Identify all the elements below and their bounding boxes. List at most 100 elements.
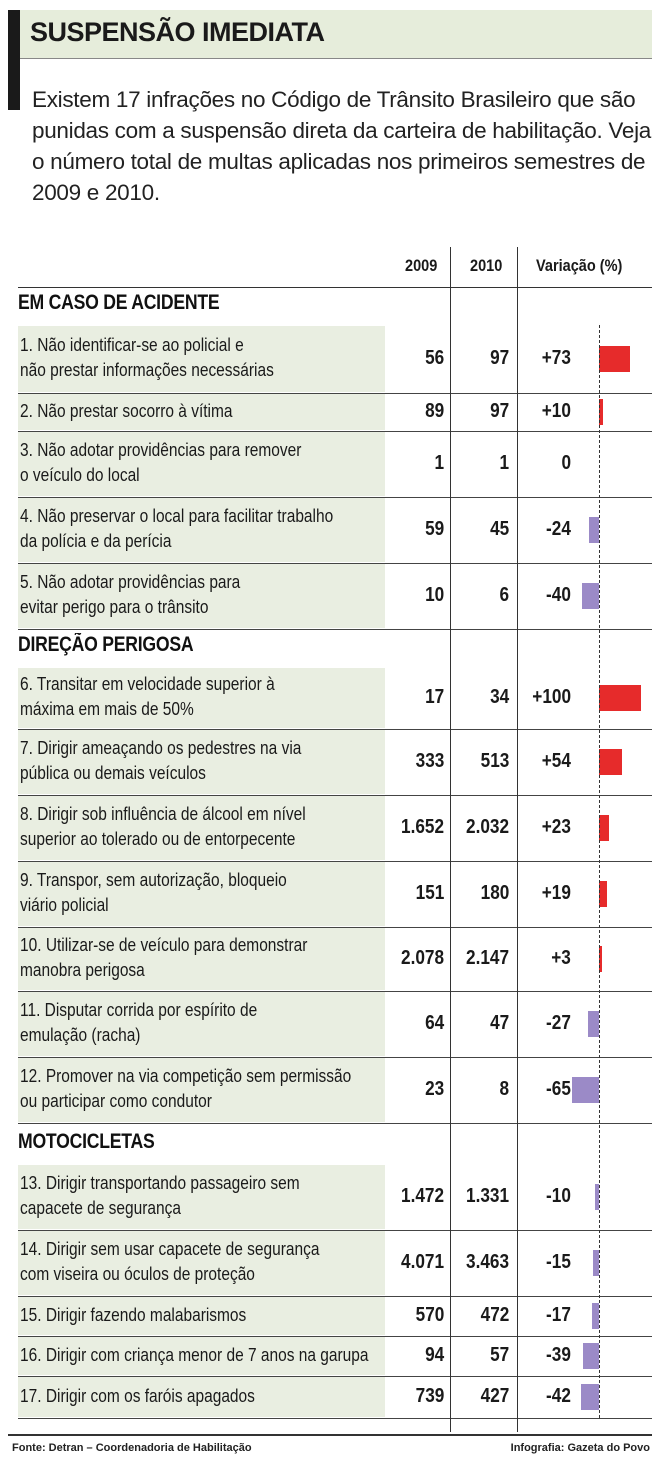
row-background xyxy=(18,1058,385,1122)
row-background xyxy=(18,1165,385,1229)
column-divider xyxy=(450,247,451,1432)
value-2009: 94 xyxy=(424,1344,444,1366)
table-row-label: 17. Dirigir com os faróis apagados xyxy=(20,1384,381,1409)
row-background xyxy=(18,326,385,392)
table-row-label: 5. Não adotar providências para evitar pe… xyxy=(20,570,381,620)
row-separator xyxy=(18,991,652,992)
variation-bar xyxy=(582,1343,599,1369)
table-row-label: 15. Dirigir fazendo malabarismos xyxy=(20,1303,381,1328)
row-background xyxy=(18,564,385,628)
value-variation: -65 xyxy=(546,1078,571,1100)
value-2010: 472 xyxy=(480,1304,509,1326)
table-row-label: 1. Não identificar-se ao policial e não p… xyxy=(20,333,381,383)
row-label-line: com viseira ou óculos de proteção xyxy=(20,1264,255,1284)
row-label-line: 9. Transpor, sem autorização, bloqueio xyxy=(20,870,287,890)
zero-line xyxy=(599,325,600,1418)
value-2010: 427 xyxy=(480,1385,509,1407)
row-label-line: não prestar informações necessárias xyxy=(20,360,274,380)
table-row-label: 8. Dirigir sob influência de álcool em n… xyxy=(20,802,381,852)
row-label-line: 11. Disputar corrida por espírito de xyxy=(20,1000,258,1020)
row-label-line: pública ou demais veículos xyxy=(20,763,206,783)
value-variation: +19 xyxy=(541,882,571,904)
row-label-line: 16. Dirigir com criança menor de 7 anos … xyxy=(20,1344,369,1365)
row-background xyxy=(18,498,385,562)
value-variation: -39 xyxy=(546,1344,571,1366)
row-separator xyxy=(18,861,652,862)
row-label-line: 3. Não adotar providências para remover xyxy=(20,440,302,460)
row-label-line: 12. Promover na via competição sem permi… xyxy=(20,1066,352,1086)
row-background xyxy=(18,1337,385,1375)
table-row-label: 14. Dirigir sem usar capacete de seguran… xyxy=(20,1237,381,1287)
section-heading: MOTOCICLETAS xyxy=(18,1130,155,1153)
column-divider xyxy=(517,247,518,1432)
title-accent-bar xyxy=(8,10,20,110)
row-background xyxy=(18,1231,385,1295)
credit-note: Infografia: Gazeta do Povo xyxy=(510,1442,650,1454)
value-2009: 1.472 xyxy=(400,1185,444,1207)
value-2009: 333 xyxy=(415,750,444,772)
row-label-line: 8. Dirigir sob influência de álcool em n… xyxy=(20,804,306,824)
value-2010: 180 xyxy=(480,882,509,904)
row-separator xyxy=(18,1376,652,1377)
variation-bar xyxy=(587,1011,599,1037)
row-background xyxy=(18,432,385,496)
row-label-line: 2. Não prestar socorro à vítima xyxy=(20,400,233,421)
row-separator xyxy=(18,1057,652,1058)
value-2010: 47 xyxy=(489,1012,509,1034)
table-row-label: 6. Transitar em velocidade superior à máx… xyxy=(20,672,381,722)
section-heading: DIREÇÃO PERIGOSA xyxy=(18,633,194,656)
value-2009: 17 xyxy=(424,686,444,708)
value-2009: 570 xyxy=(415,1304,444,1326)
table-row-label: 16. Dirigir com criança menor de 7 anos … xyxy=(20,1343,381,1368)
value-2009: 10 xyxy=(424,584,444,606)
row-label-line: 1. Não identificar-se ao policial e xyxy=(20,335,244,355)
value-variation: +73 xyxy=(541,347,571,369)
value-variation: 0 xyxy=(561,452,571,474)
row-background xyxy=(18,862,385,926)
variation-bar xyxy=(599,346,630,372)
value-2010: 3.463 xyxy=(465,1251,509,1273)
variation-bar xyxy=(591,1303,599,1329)
row-label-line: o veículo do local xyxy=(20,465,140,485)
table-row-label: 4. Não preservar o local para facilitar … xyxy=(20,504,381,554)
value-variation: -24 xyxy=(546,518,571,540)
row-separator xyxy=(18,795,652,796)
header-2009: 2009 xyxy=(405,257,438,275)
variation-bar xyxy=(599,749,622,775)
variation-bar xyxy=(594,1184,599,1210)
row-separator xyxy=(18,1230,652,1231)
variation-bar xyxy=(581,1384,599,1410)
variation-bar xyxy=(588,517,599,543)
row-label-line: ou participar como condutor xyxy=(20,1091,212,1111)
row-label-line: 15. Dirigir fazendo malabarismos xyxy=(20,1304,247,1325)
row-background xyxy=(18,992,385,1056)
row-separator xyxy=(18,629,652,630)
row-label-line: 10. Utilizar-se de veículo para demonstr… xyxy=(20,935,308,955)
value-2010: 97 xyxy=(489,347,509,369)
row-label-line: 13. Dirigir transportando passageiro sem xyxy=(20,1173,300,1193)
row-separator xyxy=(18,563,652,564)
row-background xyxy=(18,928,385,990)
value-2009: 1.652 xyxy=(400,816,444,838)
row-label-line: superior ao tolerado ou de entorpecente xyxy=(20,829,296,849)
variation-bar xyxy=(571,1077,599,1103)
row-separator xyxy=(18,1296,652,1297)
value-2009: 64 xyxy=(424,1012,444,1034)
row-background xyxy=(18,668,385,728)
source-note: Fonte: Detran – Coordenadoria de Habilit… xyxy=(12,1442,252,1454)
value-variation: -42 xyxy=(546,1385,571,1407)
row-separator xyxy=(18,927,652,928)
value-2010: 97 xyxy=(489,400,509,422)
value-variation: -17 xyxy=(546,1304,571,1326)
value-variation: +10 xyxy=(541,400,571,422)
title-box xyxy=(20,10,652,58)
table-row-label: 3. Não adotar providências para remover o… xyxy=(20,438,381,488)
header-2010: 2010 xyxy=(470,257,503,275)
value-2010: 6 xyxy=(499,584,509,606)
table-row-label: 10. Utilizar-se de veículo para demonstr… xyxy=(20,933,381,983)
footer-divider xyxy=(8,1434,652,1436)
value-2010: 34 xyxy=(489,686,509,708)
title-divider xyxy=(20,58,652,59)
table-row-label: 13. Dirigir transportando passageiro sem… xyxy=(20,1171,381,1221)
value-variation: +3 xyxy=(551,947,571,969)
